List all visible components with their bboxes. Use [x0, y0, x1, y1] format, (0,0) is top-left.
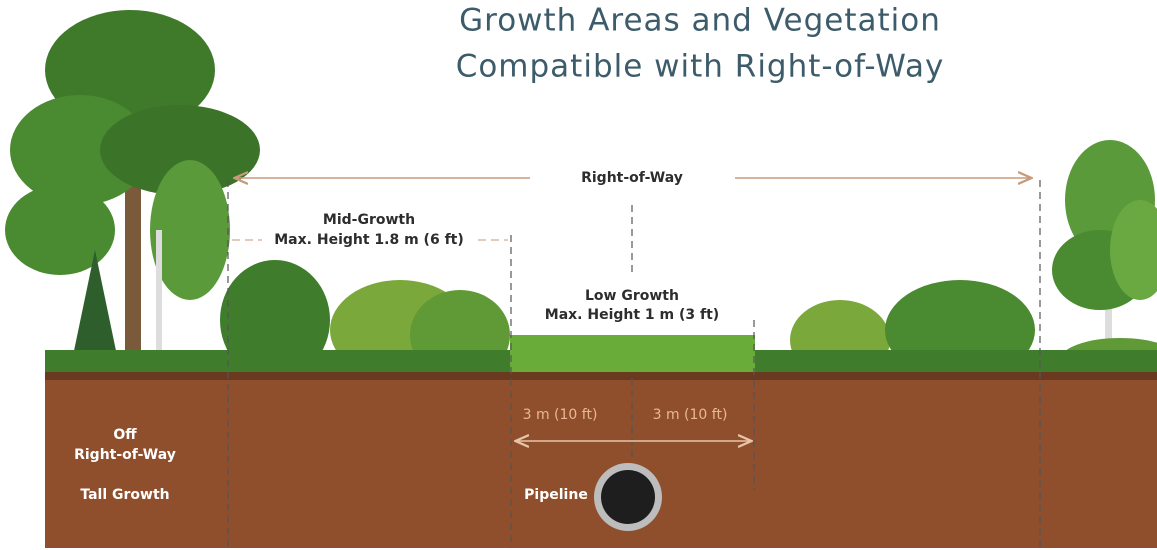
title-line: Compatible with Right-of-Way — [456, 49, 945, 85]
pipeline-label: Pipeline — [524, 487, 588, 503]
off-row-label: Off — [113, 427, 137, 443]
low-growth-label: Low Growth — [585, 288, 679, 304]
tall-growth-label: Tall Growth — [80, 487, 169, 503]
offset-label: 3 m (10 ft) — [523, 407, 598, 423]
row-label: Right-of-Way — [581, 170, 683, 186]
low-growth-height: Max. Height 1 m (3 ft) — [545, 307, 719, 323]
soil-top — [45, 372, 1157, 380]
offset-label: 3 m (10 ft) — [653, 407, 728, 423]
diagram: Growth Areas and Vegetation Compatible w… — [0, 0, 1157, 550]
title-line: Growth Areas and Vegetation — [459, 3, 941, 39]
pipeline — [594, 463, 662, 531]
mid-growth-label: Mid-Growth — [323, 212, 415, 228]
soil — [45, 375, 1157, 548]
mid-growth-height: Max. Height 1.8 m (6 ft) — [274, 232, 464, 248]
off-row-label: Right-of-Way — [74, 447, 176, 463]
